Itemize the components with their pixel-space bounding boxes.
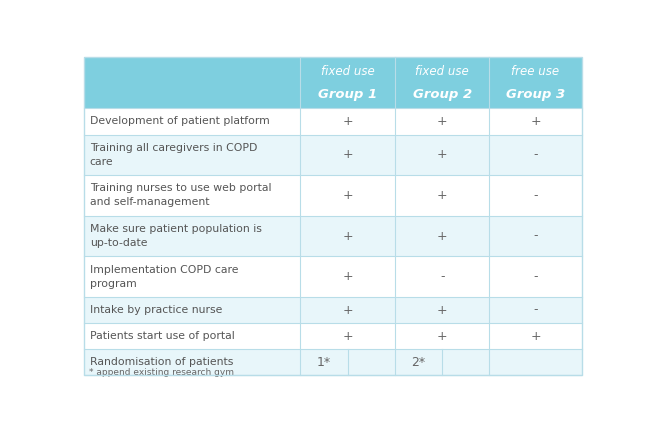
Text: Group 2: Group 2 bbox=[413, 88, 472, 101]
Text: Training all caregivers in COPD
care: Training all caregivers in COPD care bbox=[90, 143, 257, 167]
Text: +: + bbox=[437, 229, 447, 243]
Text: Development of patient platform: Development of patient platform bbox=[90, 116, 269, 126]
Text: -: - bbox=[533, 148, 538, 161]
Text: +: + bbox=[437, 329, 447, 343]
Text: -: - bbox=[533, 270, 538, 283]
FancyBboxPatch shape bbox=[84, 108, 582, 135]
Text: +: + bbox=[342, 304, 353, 316]
Text: -: - bbox=[533, 229, 538, 243]
Text: Intake by practice nurse: Intake by practice nurse bbox=[90, 305, 222, 315]
FancyBboxPatch shape bbox=[84, 135, 582, 175]
FancyBboxPatch shape bbox=[84, 323, 582, 349]
Text: +: + bbox=[437, 115, 447, 128]
Text: * append existing research gym: * append existing research gym bbox=[89, 368, 234, 377]
Text: +: + bbox=[437, 304, 447, 316]
Text: +: + bbox=[342, 115, 353, 128]
FancyBboxPatch shape bbox=[84, 175, 582, 216]
Text: 1*: 1* bbox=[317, 356, 331, 369]
Text: -: - bbox=[440, 270, 445, 283]
FancyBboxPatch shape bbox=[84, 349, 582, 375]
Text: Training nurses to use web portal
and self-management: Training nurses to use web portal and se… bbox=[90, 184, 271, 208]
Text: +: + bbox=[342, 189, 353, 202]
Text: fixed use: fixed use bbox=[321, 65, 374, 78]
Text: +: + bbox=[342, 270, 353, 283]
Text: -: - bbox=[533, 304, 538, 316]
Text: +: + bbox=[530, 115, 541, 128]
Text: Make sure patient population is
up-to-date: Make sure patient population is up-to-da… bbox=[90, 224, 262, 248]
Text: +: + bbox=[530, 329, 541, 343]
Text: +: + bbox=[437, 148, 447, 161]
Text: +: + bbox=[342, 329, 353, 343]
Text: -: - bbox=[533, 189, 538, 202]
Text: free use: free use bbox=[511, 65, 559, 78]
Text: Group 1: Group 1 bbox=[318, 88, 377, 101]
Text: fixed use: fixed use bbox=[415, 65, 469, 78]
Text: +: + bbox=[342, 229, 353, 243]
FancyBboxPatch shape bbox=[84, 297, 582, 323]
Text: Randomisation of patients: Randomisation of patients bbox=[90, 357, 233, 368]
Text: +: + bbox=[342, 148, 353, 161]
Text: Group 3: Group 3 bbox=[506, 88, 565, 101]
FancyBboxPatch shape bbox=[84, 257, 582, 297]
FancyBboxPatch shape bbox=[84, 216, 582, 257]
FancyBboxPatch shape bbox=[84, 58, 582, 108]
Text: Patients start use of portal: Patients start use of portal bbox=[90, 331, 234, 341]
Text: 2*: 2* bbox=[411, 356, 426, 369]
Text: Implementation COPD care
program: Implementation COPD care program bbox=[90, 265, 238, 288]
Text: +: + bbox=[437, 189, 447, 202]
